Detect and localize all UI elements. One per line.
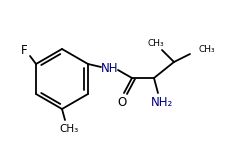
Text: CH₃: CH₃ (60, 124, 78, 134)
Text: O: O (117, 97, 127, 109)
Text: F: F (21, 45, 27, 58)
Text: CH₃: CH₃ (148, 40, 164, 49)
Text: NH₂: NH₂ (151, 97, 173, 109)
Text: CH₃: CH₃ (199, 45, 216, 54)
Text: NH: NH (101, 61, 119, 75)
